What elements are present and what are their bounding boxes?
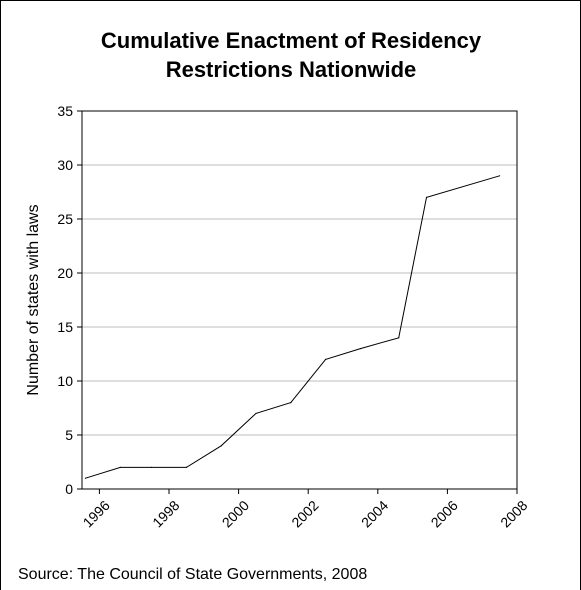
source-note: Source: The Council of State Governments… <box>18 566 367 583</box>
x-tick-label: 2008 <box>497 497 530 530</box>
y-axis-label: Number of states with laws <box>25 204 42 395</box>
y-tick-label: 0 <box>65 481 73 497</box>
data-point <box>325 358 327 360</box>
data-point <box>499 175 501 177</box>
data-point <box>425 196 428 198</box>
series-group <box>84 175 501 479</box>
x-tick-label: 2002 <box>288 497 321 530</box>
x-axis-ticks: 1996 1998 2000 2002 2004 2006 2008 <box>80 489 531 531</box>
x-tick-label: 2006 <box>428 497 461 530</box>
y-tick-label: 10 <box>57 373 73 389</box>
data-point <box>290 402 292 404</box>
x-tick-label: 1998 <box>149 497 182 530</box>
data-point <box>84 477 87 479</box>
series-line <box>85 175 500 479</box>
y-tick-label: 20 <box>57 265 73 281</box>
y-tick-label: 35 <box>57 103 73 119</box>
chart-title-line-1: Cumulative Enactment of Residency <box>101 28 482 53</box>
data-point <box>255 412 257 414</box>
y-tick-label: 5 <box>65 427 73 443</box>
data-point <box>185 466 187 468</box>
y-tick-label: 25 <box>57 211 73 227</box>
data-point <box>220 445 222 447</box>
y-axis-ticks: 0 5 10 15 20 25 30 35 <box>57 103 82 497</box>
data-point <box>359 348 361 350</box>
x-tick-label: 1996 <box>80 497 113 530</box>
x-tick-label: 2000 <box>219 497 252 530</box>
y-tick-label: 15 <box>57 319 73 335</box>
data-point <box>398 337 400 339</box>
plot-area-border <box>81 110 518 490</box>
chart-title-line-2: Restrictions Nationwide <box>166 57 417 82</box>
grid-lines <box>82 164 517 436</box>
data-point <box>151 466 153 468</box>
data-point <box>119 466 121 468</box>
y-tick-label: 30 <box>57 157 73 173</box>
x-tick-label: 2004 <box>358 497 391 530</box>
